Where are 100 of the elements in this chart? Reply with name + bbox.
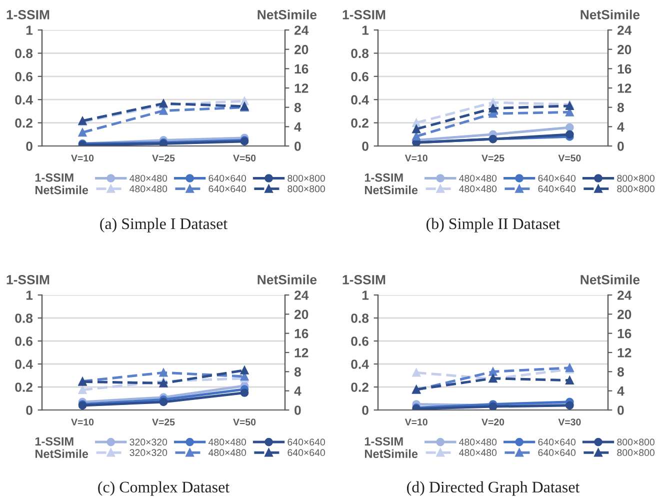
point [159, 368, 168, 377]
point [566, 102, 574, 110]
y-tick-label: 0.8 [351, 48, 369, 58]
y2-axis-title: NetSimile [258, 10, 317, 20]
y2-tick-label: 12 [618, 348, 632, 358]
x-tick-label: V=10 [71, 418, 94, 426]
y-tick-label: 1 [26, 26, 33, 35]
y2-tick-label: 4 [617, 122, 624, 132]
y-tick-label: 0 [26, 142, 32, 151]
legend-label: 480×480 [208, 449, 246, 456]
y2-tick-label: 16 [294, 64, 308, 74]
x-tick-label: V=10 [71, 154, 94, 162]
y-tick-label: 0.4 [15, 95, 33, 105]
text: 1-SSIM [364, 173, 403, 182]
y2-tick-label: 16 [618, 64, 632, 74]
legend-label: 480×480 [459, 449, 497, 456]
y2-tick-label: 8 [294, 367, 301, 377]
point [488, 368, 498, 376]
legend-label: 480×480 [459, 174, 497, 182]
x-tick-label: V=25 [152, 418, 175, 426]
y-tick-label: 1 [362, 26, 369, 35]
y2-tick-label: 20 [617, 44, 632, 54]
y2-tick-label: 0 [618, 142, 624, 151]
y-tick-label: 0.8 [15, 48, 33, 58]
x-tick-label: V=20 [482, 418, 504, 426]
text: NetSimile [35, 186, 88, 194]
y2-tick-label: 12 [294, 84, 308, 93]
point [566, 130, 574, 139]
y-tick-label: 0.6 [351, 72, 368, 82]
y-tick-label: 0.6 [15, 336, 32, 346]
legend-label: 800×800 [288, 185, 325, 192]
y-tick-label: 0.2 [15, 382, 32, 392]
y2-tick-label: 4 [617, 386, 624, 396]
x-tick-label: V=50 [233, 418, 256, 426]
text: 1-SSIM [35, 437, 74, 446]
text: 1-SSIM [364, 437, 403, 446]
point [566, 123, 574, 132]
point [566, 376, 574, 384]
point [78, 386, 87, 394]
text: NetSimile [364, 449, 418, 458]
y2-tick-label: 24 [294, 26, 309, 35]
y-tick-label: 0.4 [15, 360, 33, 369]
y2-tick-label: 0 [618, 406, 624, 415]
legend-label: 640×640 [538, 174, 576, 182]
legend-label: 640×640 [288, 438, 325, 446]
y-tick-label: 0 [26, 406, 32, 415]
y2-axis-title: NetSimile [580, 274, 640, 284]
y-tick-label: 0.4 [351, 360, 369, 369]
y2-tick-label: 0 [294, 142, 301, 151]
legend-label: 640×640 [538, 438, 576, 446]
y-tick-label: 0.6 [15, 72, 32, 82]
text: NetSimile [35, 449, 88, 458]
x-tick-label: V=10 [404, 154, 428, 162]
legend-label: 320×320 [130, 449, 168, 456]
legend-label: 800×800 [617, 174, 654, 182]
y2-tick-label: 12 [618, 84, 632, 93]
point [159, 379, 168, 388]
y-axis-title: 1-SSIM [342, 10, 386, 20]
y-tick-label: 1 [26, 290, 33, 300]
y2-tick-label: 0 [294, 406, 301, 415]
point [78, 128, 87, 137]
x-tick-label: V=10 [404, 418, 428, 426]
legend-label: 640×640 [208, 185, 246, 192]
legend-label: 640×640 [538, 185, 576, 192]
legend-label: 640×640 [208, 174, 246, 182]
point [412, 368, 420, 377]
text: (d) Directed Graph Dataset [407, 481, 580, 496]
y-axis-title: 1-SSIM [342, 275, 386, 284]
y2-tick-label: 16 [618, 328, 632, 338]
y2-axis-title: NetSimile [580, 10, 640, 20]
text: (a) Simple I Dataset [100, 218, 228, 232]
point [412, 124, 420, 134]
point [412, 132, 420, 140]
y2-tick-label: 20 [617, 310, 632, 320]
y2-tick-label: 24 [617, 290, 632, 300]
point [240, 388, 249, 397]
text: NetSimile [364, 186, 418, 194]
x-tick-label: V=25 [152, 154, 175, 162]
y-tick-label: 0.2 [351, 118, 368, 128]
x-tick-label: V=50 [558, 154, 581, 162]
y-axis-title: 1-SSIM [6, 275, 50, 284]
y2-tick-label: 4 [294, 122, 302, 132]
legend-label: 480×480 [130, 174, 168, 182]
legend-label: 640×640 [538, 449, 576, 456]
y2-tick-label: 24 [617, 26, 632, 35]
y2-tick-label: 24 [294, 290, 309, 300]
y-tick-label: 0.2 [15, 118, 32, 128]
point [488, 104, 498, 112]
legend-label: 480×480 [459, 185, 497, 192]
legend-label: 800×800 [617, 438, 654, 446]
x-tick-label: V=50 [233, 154, 256, 162]
legend-label: 480×480 [208, 438, 246, 446]
y2-tick-label: 8 [617, 102, 624, 112]
y2-tick-label: 8 [294, 102, 301, 112]
legend-label: 640×640 [288, 449, 325, 456]
point [240, 366, 249, 374]
x-tick-label: V=25 [482, 154, 504, 162]
y2-tick-label: 8 [617, 367, 624, 377]
x-tick-label: V=30 [558, 418, 581, 426]
y-tick-label: 1 [362, 290, 369, 300]
